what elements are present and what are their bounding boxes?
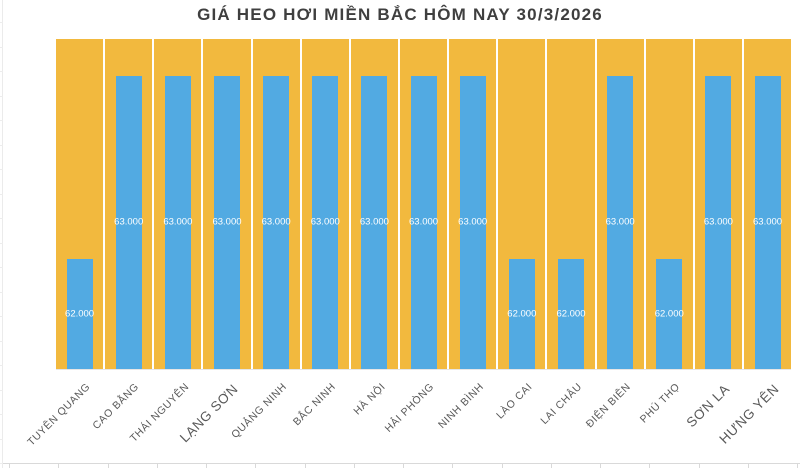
y-axis-tick — [0, 438, 3, 440]
value-bar: 63.000 — [753, 75, 783, 369]
y-axis-tick — [0, 169, 3, 170]
bar-value-label: 63.000 — [458, 216, 488, 228]
bar-value-label: 62.000 — [556, 308, 586, 320]
bar-value-label: 62.000 — [65, 308, 95, 320]
x-axis-tick — [501, 463, 503, 468]
x-axis-label: HẢI PHÒNG — [382, 380, 437, 435]
category-column: 63.000 HƯNG YÊN — [716, 39, 792, 447]
y-axis-tick — [0, 414, 3, 415]
bar-value-label: 63.000 — [212, 216, 242, 228]
category-column: 63.000 HẢI PHÒNG — [383, 39, 448, 435]
x-axis-label: ĐIỆN BIÊN — [583, 380, 634, 431]
category-column: 63.000 ĐIỆN BIÊN — [584, 39, 644, 430]
value-bar: 62.000 — [507, 259, 537, 369]
value-bar: 62.000 — [654, 259, 684, 369]
y-axis-tick — [0, 463, 3, 464]
category-column: 63.000 LẠNG SƠN — [177, 39, 251, 445]
x-axis-label: PHÚ THỌ — [637, 380, 683, 426]
category-column: 63.000 BẮC NINH — [291, 39, 349, 428]
bar-value-label: 62.000 — [654, 308, 684, 320]
x-axis-tick — [255, 463, 257, 468]
y-axis-tick — [0, 291, 3, 293]
y-axis-tick — [0, 316, 3, 317]
bar-value-label: 63.000 — [409, 216, 439, 228]
x-axis-tick — [649, 463, 651, 468]
category-column: 63.000 THÁI NGUYÊN — [127, 39, 202, 445]
category-column: 62.000 LAI CHÂU — [538, 39, 595, 427]
category-column: 62.000 TUYÊN QUANG — [25, 39, 104, 448]
bar-value-label: 63.000 — [703, 216, 733, 228]
x-axis-tick — [107, 463, 109, 468]
value-bar: 63.000 — [163, 75, 193, 369]
value-bar: 63.000 — [212, 75, 242, 369]
category-column: 62.000 PHÚ THỌ — [638, 39, 693, 425]
category-column: 63.000 QUẢNG NINH — [229, 39, 300, 441]
y-axis-line — [2, 0, 3, 468]
x-axis-tick — [304, 463, 306, 468]
y-axis-tick — [0, 120, 3, 121]
y-axis-tick — [0, 71, 3, 72]
x-axis-tick — [600, 463, 601, 468]
y-axis-tick — [0, 218, 3, 219]
y-axis-tick — [0, 46, 3, 48]
x-axis-tick — [9, 463, 10, 468]
value-bar: 63.000 — [605, 75, 635, 369]
bar-value-label: 63.000 — [605, 216, 635, 228]
value-bar: 63.000 — [261, 75, 291, 369]
x-axis-tick — [747, 463, 749, 468]
x-axis-tick — [452, 463, 454, 468]
x-axis-tick — [550, 463, 552, 468]
bar-value-label: 63.000 — [261, 216, 291, 228]
y-axis-tick — [0, 95, 3, 97]
value-bar: 62.000 — [65, 259, 95, 369]
category-column: 63.000 HÀ NỘI — [350, 39, 398, 417]
x-axis-label: TUYÊN QUANG — [25, 380, 93, 449]
y-axis-tick — [0, 267, 3, 268]
y-axis-tick — [0, 365, 3, 366]
value-bar: 63.000 — [458, 75, 488, 369]
y-axis-tick — [0, 22, 3, 23]
value-bar: 63.000 — [114, 75, 144, 369]
x-axis-tick — [58, 463, 60, 468]
x-axis-tick — [403, 463, 404, 468]
x-axis-tick — [353, 463, 355, 468]
x-axis-tick — [698, 463, 700, 468]
x-axis-tick — [156, 463, 158, 468]
y-axis-tick — [0, 340, 3, 342]
category-column: 63.000 CAO BẰNG — [91, 39, 153, 432]
value-bar: 63.000 — [409, 75, 439, 369]
y-axis-tick — [0, 389, 3, 391]
value-bar: 63.000 — [703, 75, 733, 369]
bar-value-label: 63.000 — [310, 216, 340, 228]
x-axis-label: LÀO CAI — [494, 380, 536, 422]
value-bar: 63.000 — [359, 75, 389, 369]
category-column: 62.000 LÀO CAI — [494, 39, 546, 422]
value-bar: 62.000 — [556, 259, 586, 369]
x-axis-tick — [797, 463, 798, 468]
x-axis-line — [0, 463, 800, 464]
value-bar: 63.000 — [310, 75, 340, 369]
chart-title: GIÁ HEO HƠI MIỀN BẮC HÔM NAY 30/3/2026 — [197, 5, 603, 24]
plot-area: 62.000 TUYÊN QUANG 63.000 CAO BẰNG 63.000 THÁ… — [25, 39, 792, 448]
plot-bottom-edge — [56, 369, 791, 370]
y-axis-tick — [0, 144, 3, 146]
x-axis-label: LAI CHÂU — [538, 380, 585, 427]
x-axis-tick — [206, 463, 207, 468]
x-axis-label: NINH BÌNH — [435, 380, 486, 432]
x-axis-label: SƠN LA — [683, 381, 733, 431]
bar-value-label: 63.000 — [359, 216, 389, 228]
category-column: 63.000 NINH BÌNH — [436, 39, 497, 431]
bar-value-label: 63.000 — [163, 216, 193, 228]
x-axis-label: HÀ NỘI — [351, 380, 388, 418]
y-axis-tick — [0, 193, 3, 195]
bar-value-label: 63.000 — [753, 216, 783, 228]
x-axis-label: CAO BẰNG — [90, 380, 142, 432]
x-axis-label: BẮC NINH — [291, 380, 339, 429]
category-column: 63.000 SƠN LA — [684, 39, 742, 430]
bar-value-label: 62.000 — [507, 308, 537, 320]
bar-value-label: 63.000 — [114, 216, 144, 228]
y-axis-tick — [0, 242, 3, 244]
